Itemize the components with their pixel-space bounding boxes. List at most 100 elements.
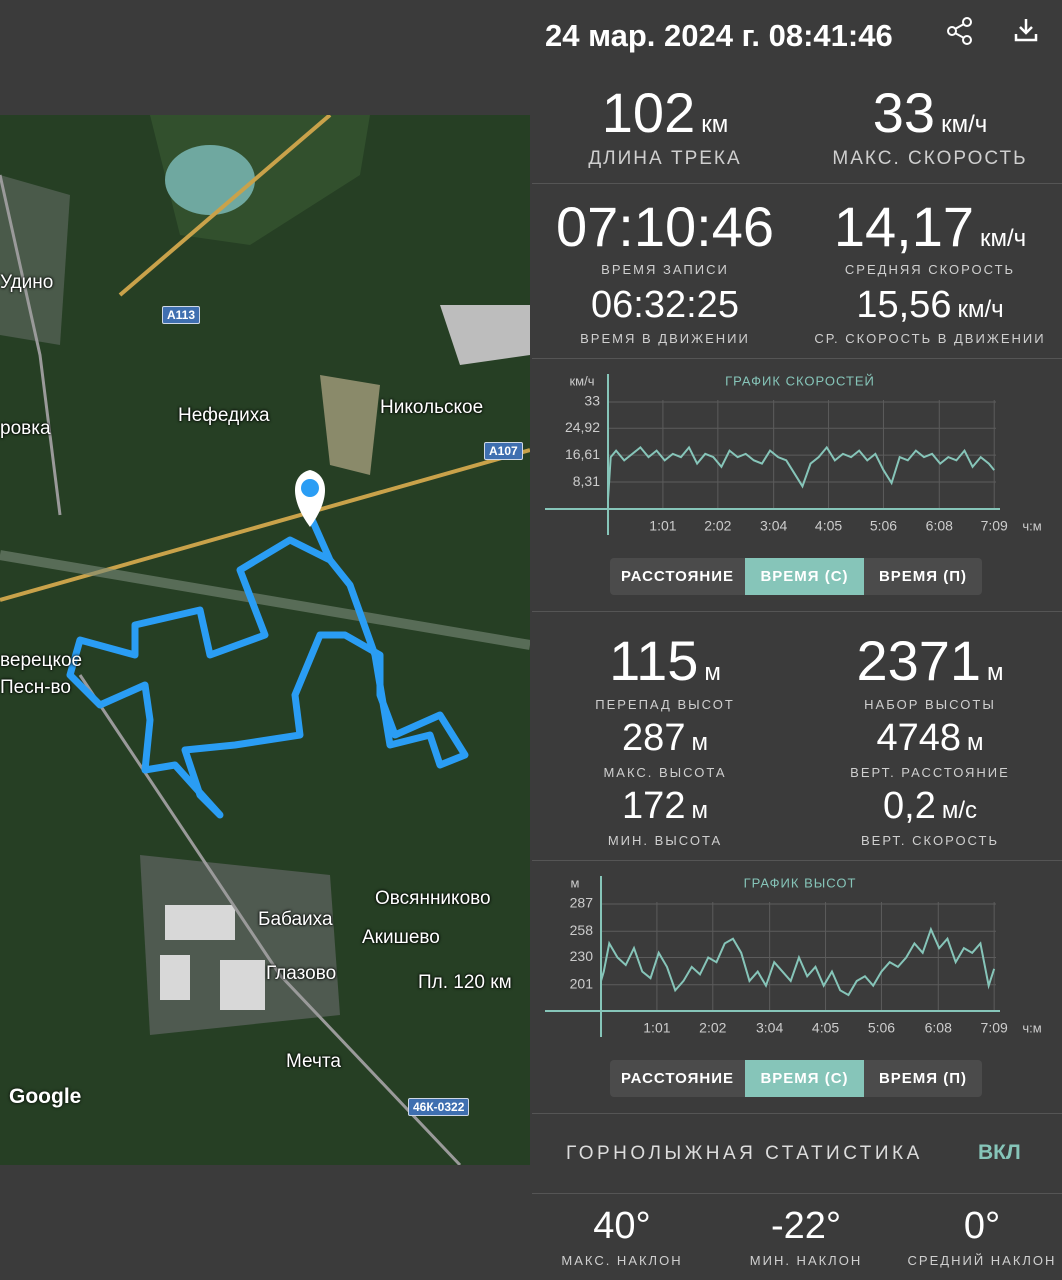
stat-value-row: 4748 м bbox=[730, 717, 1062, 760]
mode-button[interactable]: ВРЕМЯ (С) bbox=[745, 1060, 864, 1097]
x-tick-label: 1:01 bbox=[643, 1020, 670, 1036]
ski-title: ГОРНОЛЫЖНАЯ СТАТИСТИКА bbox=[566, 1143, 923, 1164]
y-tick-label: 24,92 bbox=[565, 419, 600, 435]
stat-value: 07:10:46 bbox=[556, 195, 774, 258]
map-place-label: Овсянниково bbox=[375, 888, 491, 909]
y-tick-label: 230 bbox=[570, 948, 594, 964]
map-place-label: Песн-во bbox=[0, 677, 71, 698]
stat-value: 33 bbox=[872, 81, 936, 144]
stat-unit: км bbox=[701, 111, 729, 138]
mode-button[interactable]: ВРЕМЯ (С) bbox=[745, 558, 864, 595]
mode-selector: РАССТОЯНИЕ ВРЕМЯ (С) ВРЕМЯ (П) bbox=[610, 558, 982, 595]
map[interactable] bbox=[0, 115, 530, 1165]
map-place-label: ровка bbox=[0, 418, 51, 439]
stat-value-row: 0,2 м/с bbox=[730, 785, 1062, 828]
stat-value: 0,2 bbox=[883, 785, 936, 827]
x-tick-label: 5:06 bbox=[868, 1020, 895, 1036]
separator bbox=[532, 860, 1062, 861]
data-line bbox=[600, 926, 996, 997]
stat-value: 102 bbox=[601, 81, 696, 144]
stat-value: 4748 bbox=[876, 717, 962, 759]
stat-unit: км/ч bbox=[941, 111, 988, 138]
stat-unit: м bbox=[691, 729, 708, 756]
download-button[interactable] bbox=[1013, 16, 1043, 46]
stat-value: 06:32:25 bbox=[591, 284, 739, 326]
stat-value-row: 33 км/ч bbox=[730, 80, 1062, 145]
map-place-label: Акишево bbox=[362, 927, 440, 948]
mode-button[interactable]: РАССТОЯНИЕ bbox=[620, 568, 735, 585]
map-place-label: Никольское bbox=[380, 397, 484, 418]
x-tick-label: 3:04 bbox=[760, 518, 787, 534]
stat-value-row: 287 м bbox=[465, 717, 865, 760]
x-tick-label: 7:09 bbox=[981, 1020, 1008, 1036]
mode-selector: РАССТОЯНИЕ ВРЕМЯ (С) ВРЕМЯ (П) bbox=[610, 1060, 982, 1097]
x-tick-label: 4:05 bbox=[812, 1020, 839, 1036]
y-tick-label: 201 bbox=[570, 975, 594, 991]
stat-value: 115 bbox=[609, 629, 699, 692]
map-place-label: Глазово bbox=[266, 963, 337, 984]
stat-label: МИН. ВЫСОТА bbox=[607, 833, 723, 848]
stat-value: -22° bbox=[770, 1205, 842, 1247]
map-place-label: Нефедиха bbox=[178, 405, 270, 426]
stat-value-row: 07:10:46 bbox=[465, 194, 865, 259]
y-axis-label: км/ч bbox=[569, 373, 594, 388]
stat-unit: км/ч bbox=[979, 225, 1027, 252]
map-road-badge: А107 bbox=[484, 442, 523, 460]
stat-value-row: 2371 м bbox=[730, 628, 1062, 693]
stat-value: 14,17 bbox=[833, 195, 974, 258]
separator bbox=[532, 1193, 1062, 1194]
stat-label: МАКС. ВЫСОТА bbox=[603, 765, 727, 780]
stat-label: МАКС. СКОРОСТЬ bbox=[832, 148, 1028, 169]
stat-label: МАКС. НАКЛОН bbox=[561, 1253, 683, 1268]
stat-label: МИН. НАКЛОН bbox=[749, 1253, 863, 1268]
stat-unit: м bbox=[691, 797, 708, 824]
stat-label: ВЕРТ. РАССТОЯНИЕ bbox=[850, 765, 1010, 780]
stat-label: ПЕРЕПАД ВЫСОТ bbox=[595, 697, 735, 712]
stat-label: СРЕДНЯЯ СКОРОСТЬ bbox=[844, 262, 1016, 277]
separator bbox=[532, 358, 1062, 359]
stat-value-row: 15,56 км/ч bbox=[730, 284, 1062, 327]
map-place-label: верецкое bbox=[0, 650, 83, 671]
mode-button[interactable]: РАССТОЯНИЕ bbox=[620, 1070, 735, 1087]
stat-value-row: 40° bbox=[422, 1205, 822, 1248]
ski-toggle[interactable]: ВКЛ bbox=[978, 1141, 1021, 1164]
x-tick-label: 4:05 bbox=[815, 518, 842, 534]
stat-value-row: 0° bbox=[782, 1205, 1062, 1248]
stat-label: СРЕДНИЙ НАКЛОН bbox=[907, 1253, 1057, 1268]
x-tick-label: 6:08 bbox=[926, 518, 953, 534]
x-tick-label: 2:02 bbox=[704, 518, 731, 534]
mode-button[interactable]: ВРЕМЯ (П) bbox=[878, 1070, 968, 1087]
y-axis-label: м bbox=[571, 875, 580, 890]
stat-value-row: 14,17 км/ч bbox=[730, 194, 1062, 259]
x-axis-label: ч:м bbox=[1022, 1020, 1041, 1035]
data-line bbox=[607, 445, 995, 500]
x-tick-label: 5:06 bbox=[870, 518, 897, 534]
map-attribution: Google bbox=[9, 1085, 82, 1108]
map-place-label: Пл. 120 км bbox=[418, 972, 512, 993]
stat-value-row: 06:32:25 bbox=[465, 284, 865, 327]
stat-value-row: 102 км bbox=[465, 80, 865, 145]
x-axis-label: ч:м bbox=[1022, 518, 1041, 533]
stat-label: СР. СКОРОСТЬ В ДВИЖЕНИИ bbox=[814, 331, 1046, 346]
map-place-label: Удино bbox=[0, 272, 54, 293]
stat-value: 287 bbox=[622, 717, 686, 759]
stat-label: ДЛИНА ТРЕКА bbox=[588, 148, 742, 169]
separator bbox=[532, 611, 1062, 612]
stat-value: 40° bbox=[593, 1205, 651, 1247]
x-tick-label: 3:04 bbox=[756, 1020, 783, 1036]
stat-unit: км/ч bbox=[957, 296, 1004, 323]
stat-unit: м bbox=[967, 729, 984, 756]
stat-label: НАБОР ВЫСОТЫ bbox=[864, 697, 996, 712]
chart-title: ГРАФИК СКОРОСТЕЙ bbox=[725, 373, 875, 388]
share-button[interactable] bbox=[946, 16, 976, 46]
stat-value: 2371 bbox=[856, 629, 982, 692]
mode-button[interactable]: ВРЕМЯ (П) bbox=[878, 568, 968, 585]
separator bbox=[532, 1113, 1062, 1114]
stat-label: ВЕРТ. СКОРОСТЬ bbox=[860, 833, 999, 848]
x-tick-label: 2:02 bbox=[699, 1020, 726, 1036]
y-tick-label: 258 bbox=[570, 922, 594, 938]
stat-label: ВРЕМЯ ЗАПИСИ bbox=[601, 262, 729, 277]
stat-value-row: 115 м bbox=[465, 628, 865, 693]
